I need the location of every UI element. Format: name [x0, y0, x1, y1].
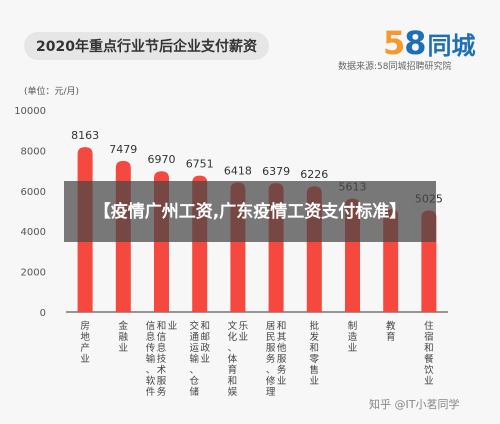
x-tick-label-char: 他 — [277, 342, 287, 354]
x-tick-label-char: 其 — [277, 332, 287, 343]
x-tick-label-char: 造 — [348, 331, 358, 343]
x-tick-label-char: 体 — [228, 353, 238, 365]
unit-label: (单位：元/月) — [24, 87, 80, 97]
x-tick-label-char: 理 — [266, 387, 276, 398]
data-label: 6226 — [300, 168, 328, 181]
x-tick-label-char: 融 — [119, 332, 129, 343]
chart-title-pill: 2020年重点行业节后企业支付薪资 — [24, 32, 269, 60]
x-tick-label-char: 业 — [348, 343, 358, 354]
x-tick-label-char: 业 — [80, 354, 90, 365]
x-tick-label-char: 、 — [228, 343, 238, 354]
x-tick-label-char: 、 — [189, 365, 199, 376]
x-tick-label-char: 信 — [146, 320, 156, 332]
x-tick-label-char: 和 — [424, 343, 434, 354]
x-tick-label-char: 居 — [266, 321, 276, 332]
x-tick-label-char: 业 — [168, 321, 178, 332]
headline-text: 【疫情广州工资,广东疫情工资支付标准】 — [93, 201, 407, 222]
brand-logo: 58 同城 — [383, 24, 476, 62]
x-tick-label-char: 制 — [348, 320, 358, 332]
x-tick-label-char: 软 — [146, 375, 156, 387]
x-tick-label-char: 输 — [146, 353, 156, 365]
x-tick-label-char: 交 — [189, 320, 199, 332]
chart-title: 2020年重点行业节后企业支付薪资 — [36, 39, 257, 55]
y-tick-label: 2000 — [21, 268, 46, 279]
x-tick-label-char: 业 — [200, 354, 210, 365]
x-tick-label-char: 住 — [424, 320, 434, 332]
x-tick-label-char: 业 — [424, 376, 434, 387]
x-tick-label-char: 业 — [239, 332, 249, 343]
x-tick-label-char: 服 — [266, 343, 276, 354]
x-tick-label-char: 件 — [146, 386, 156, 398]
x-tick-label-char: 金 — [119, 320, 129, 332]
x-tick-label-char: 技 — [157, 353, 167, 365]
x-tick-label-char: 教 — [386, 320, 396, 332]
x-tick-label-char: 通 — [189, 332, 199, 343]
x-tick-label-char: 民 — [266, 332, 276, 343]
x-tick-label-char: 修 — [266, 375, 276, 387]
x-tick-label-char: 育 — [228, 364, 238, 376]
data-source: 数据来源:58同城招聘研究院 — [338, 62, 452, 72]
x-tick-label-char: 运 — [189, 343, 199, 354]
y-tick-label: 6000 — [21, 187, 46, 198]
data-label: 8163 — [71, 129, 99, 142]
y-tick-label: 4000 — [21, 227, 46, 238]
x-tick-label-char: 业 — [119, 343, 129, 354]
x-tick-label-char: 和 — [200, 321, 210, 332]
x-tick-label-char: 服 — [277, 354, 287, 365]
x-tick-label-char: 售 — [310, 364, 320, 376]
data-label: 6751 — [186, 158, 214, 171]
x-tick-label-char: 传 — [146, 342, 156, 354]
x-tick-label-char: 育 — [386, 331, 396, 343]
y-tick-label: 0 — [40, 308, 46, 319]
x-tick-label-char: 信 — [157, 331, 167, 343]
x-tick-label-char: 饮 — [424, 364, 434, 376]
x-tick-label-char: 服 — [157, 376, 167, 387]
x-tick-label-char: 务 — [157, 386, 167, 398]
watermark: 知乎 @IT小茗同学 — [369, 398, 460, 411]
x-tick-label-char: 和 — [277, 321, 287, 332]
x-tick-label-char: 娱 — [228, 386, 238, 398]
x-tick-label-char: 和 — [157, 321, 167, 332]
x-tick-label-char: 邮 — [200, 331, 210, 343]
x-tick-label-char: 餐 — [424, 353, 434, 365]
x-tick-label-char: 储 — [189, 386, 199, 398]
x-tick-label-char: 政 — [200, 342, 210, 354]
x-tick-label-char: 宿 — [424, 331, 434, 343]
data-label: 7479 — [109, 143, 137, 156]
headline-overlay: 【疫情广州工资,广东疫情工资支付标准】 — [64, 181, 436, 242]
data-label: 6970 — [148, 153, 176, 166]
x-tick-label-char: 产 — [80, 342, 90, 354]
x-tick-label-char: 务 — [266, 353, 276, 365]
x-tick-label-char: 输 — [189, 353, 199, 365]
x-tick-label-char: 仓 — [189, 375, 199, 387]
x-tick-label-char: 零 — [310, 354, 320, 365]
x-tick-label-char: 息 — [146, 331, 156, 343]
y-tick-label: 8000 — [21, 146, 46, 157]
y-tick-label: 10000 — [14, 106, 46, 117]
data-label: 6418 — [224, 164, 252, 177]
x-tick-label-char: 业 — [277, 376, 287, 387]
x-tick-label-char: 和 — [228, 376, 238, 387]
x-tick-label-char: 、 — [266, 365, 276, 376]
logo-text: 同城 — [427, 32, 476, 60]
x-tick-label-char: 批 — [310, 320, 320, 332]
x-tick-label-char: 务 — [277, 364, 287, 376]
x-tick-label-char: 业 — [310, 376, 320, 387]
logo-number: 58 — [383, 24, 427, 62]
x-tick-label-char: 、 — [146, 365, 156, 376]
x-tick-label-char: 地 — [80, 331, 90, 343]
x-tick-label-char: 术 — [157, 364, 167, 376]
x-tick-label-char: 化 — [228, 331, 238, 343]
x-tick-label-char: 文 — [228, 320, 238, 332]
x-tick-label-char: 乐 — [239, 320, 249, 332]
x-tick-label-char: 和 — [310, 343, 320, 354]
x-tick-label-char: 息 — [157, 342, 167, 354]
data-label: 6379 — [262, 165, 290, 178]
x-tick-label-char: 房 — [80, 320, 90, 332]
x-tick-label-char: 发 — [310, 331, 320, 343]
